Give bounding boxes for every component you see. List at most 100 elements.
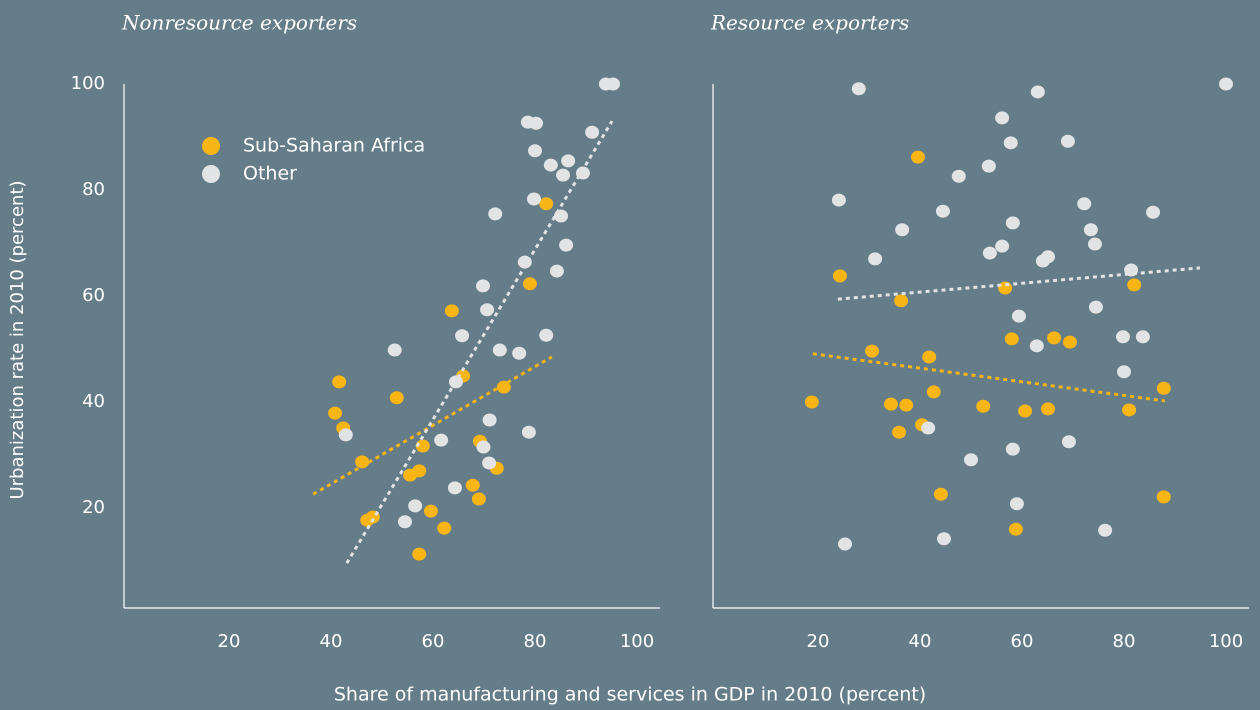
scatter-point: [1061, 435, 1076, 449]
scatter-point: [1077, 197, 1092, 211]
scatter-point: [1030, 85, 1045, 99]
scatter-point: [521, 425, 536, 439]
scatter-point: [585, 125, 600, 139]
scatter-point: [832, 269, 847, 283]
legend-label: Sub-Saharan Africa: [243, 135, 425, 157]
x-tick-label: 100: [1209, 631, 1243, 652]
scatter-point: [492, 343, 507, 357]
scatter-point: [1008, 522, 1023, 536]
scatter-point: [1011, 309, 1026, 323]
scatter-point: [894, 294, 909, 308]
scatter-point: [412, 464, 427, 478]
scatter-point: [444, 304, 459, 318]
scatter-point: [1060, 134, 1075, 148]
scatter-point: [1124, 263, 1139, 277]
scatter-point: [408, 499, 423, 513]
scatter-point: [465, 478, 480, 492]
x-tick-label: 100: [620, 631, 654, 652]
scatter-point: [328, 406, 343, 420]
scatter-point: [1117, 365, 1131, 379]
x-tick-label: 60: [422, 631, 445, 652]
scatter-point: [482, 456, 497, 470]
scatter-point: [554, 209, 569, 223]
scatter-point: [838, 537, 853, 551]
scatter-point: [561, 154, 576, 168]
scatter-point: [606, 77, 621, 91]
scatter-point: [804, 395, 819, 409]
scatter-point: [1029, 339, 1044, 353]
y-axis-label: Urbanization rate in 2010 (percent): [7, 180, 28, 499]
trend-line: [812, 352, 1165, 403]
scatter-point: [1219, 77, 1233, 91]
scatter-point: [1005, 442, 1020, 456]
scatter-point: [389, 391, 404, 405]
scatter-point: [936, 532, 951, 546]
scatter-point: [1003, 136, 1018, 150]
scatter-point: [338, 428, 353, 442]
y-tick-label: 60: [82, 285, 105, 306]
scatter-point: [437, 521, 452, 535]
x-axis-label: Share of manufacturing and services in G…: [334, 684, 926, 706]
scatter-point: [1122, 403, 1137, 417]
scatter-point: [1018, 404, 1033, 418]
scatter-point: [1087, 237, 1102, 251]
scatter-point: [471, 492, 486, 506]
scatter-point: [1004, 332, 1019, 346]
scatter-point: [423, 504, 438, 518]
scatter-point: [976, 399, 991, 413]
scatter-point: [476, 440, 491, 454]
scatter-point: [539, 197, 554, 211]
y-tick-label: 20: [82, 497, 105, 518]
scatter-point: [517, 255, 532, 269]
scatter-point: [482, 413, 497, 427]
trend-line: [312, 355, 553, 496]
panel-title: Nonresource exporters: [121, 11, 357, 35]
x-tick-label: 80: [1113, 631, 1136, 652]
scatter-point: [480, 303, 495, 317]
scatter-point: [995, 239, 1010, 253]
scatter-point: [412, 547, 427, 561]
scatter-point: [1135, 330, 1150, 344]
panel-title: Resource exporters: [710, 11, 909, 35]
scatter-point: [933, 487, 948, 501]
scatter-point: [995, 111, 1010, 125]
scatter-point: [1098, 523, 1113, 537]
scatter-point: [355, 455, 370, 469]
y-tick-label: 80: [82, 179, 105, 200]
scatter-point: [1156, 490, 1171, 504]
scatter-point: [434, 433, 449, 447]
scatter-point: [332, 375, 347, 389]
scatter-point: [910, 150, 925, 164]
scatter-point: [448, 375, 463, 389]
y-tick-label: 40: [82, 391, 105, 412]
scatter-point: [488, 207, 503, 221]
y-tick-label: 100: [71, 73, 105, 94]
scatter-point: [539, 328, 554, 342]
scatter-point: [964, 453, 978, 467]
scatter-point: [455, 329, 470, 343]
scatter-point: [1041, 402, 1056, 416]
scatter-point: [559, 238, 574, 252]
scatter-point: [529, 116, 544, 130]
x-tick-label: 20: [807, 631, 830, 652]
scatter-point: [415, 439, 430, 453]
scatter-point: [1127, 278, 1142, 292]
scatter-point: [1115, 330, 1130, 344]
scatter-point: [475, 279, 490, 293]
scatter-point: [1041, 250, 1056, 264]
scatter-point: [543, 158, 558, 172]
scatter-point: [1062, 335, 1077, 349]
scatter-point: [868, 252, 883, 266]
scatter-point: [922, 350, 937, 364]
scatter-point: [895, 223, 910, 237]
scatter-point: [851, 82, 866, 96]
scatter-point: [981, 159, 996, 173]
x-tick-label: 80: [524, 631, 547, 652]
x-tick-label: 60: [1011, 631, 1034, 652]
scatter-point: [899, 398, 914, 412]
scatter-point: [575, 166, 590, 180]
scatter-point: [397, 515, 412, 529]
scatter-point: [1146, 205, 1161, 219]
scatter-point: [1083, 223, 1098, 237]
